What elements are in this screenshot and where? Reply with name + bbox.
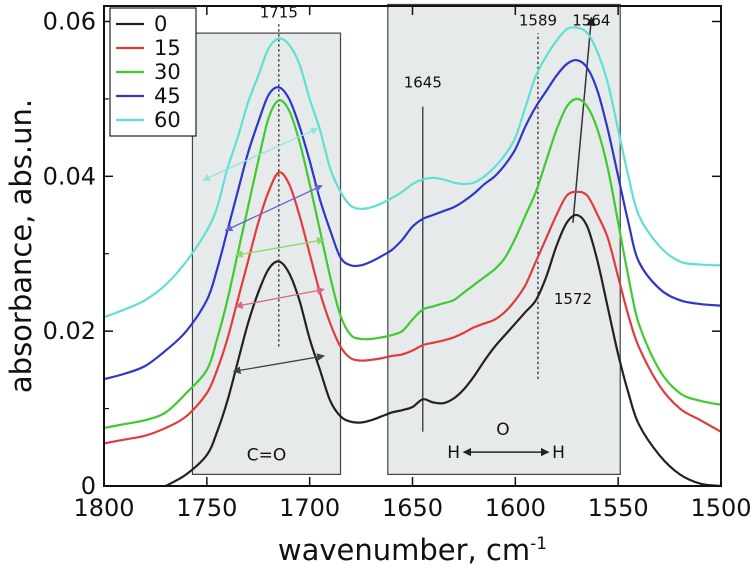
x-tick-label: 1600 bbox=[485, 494, 546, 522]
x-tick-label: 1500 bbox=[690, 494, 751, 522]
peak-label: 1589 bbox=[519, 11, 557, 29]
x-tick-label: 1550 bbox=[588, 494, 649, 522]
annotation-text: O bbox=[496, 420, 509, 440]
legend-label-45: 45 bbox=[154, 84, 181, 108]
plot-frame bbox=[103, 5, 722, 487]
legend-label-15: 15 bbox=[154, 36, 181, 60]
x-tick-label: 1750 bbox=[176, 494, 237, 522]
legend-label-0: 0 bbox=[154, 12, 167, 36]
x-tick-label: 1700 bbox=[279, 494, 340, 522]
fwhm-arrow-60 bbox=[202, 127, 319, 181]
series-line-0 bbox=[164, 213, 723, 488]
annotations: 1715 1645 1589 1564 C=O 1572 O H H bbox=[247, 4, 611, 466]
fwhm-arrow-15 bbox=[234, 286, 325, 309]
annotation-text: 1572 bbox=[554, 290, 592, 308]
x-axis-title-superscript: -1 bbox=[530, 534, 547, 554]
annotation-text: H bbox=[552, 443, 565, 463]
x-tick-label: 1650 bbox=[382, 494, 443, 522]
peak-shift-arrow bbox=[572, 16, 596, 223]
reference-lines bbox=[278, 16, 596, 432]
series-line-15 bbox=[102, 171, 723, 445]
fwhm-arrows bbox=[202, 127, 325, 375]
y-axis-title: absorbance, abs.un. bbox=[4, 99, 38, 393]
peak-label: 1564 bbox=[572, 11, 610, 29]
peak-label: 1645 bbox=[404, 73, 442, 91]
fwhm-arrow-45 bbox=[224, 185, 323, 232]
region-label: C=O bbox=[247, 445, 287, 465]
legend-label-60: 60 bbox=[154, 108, 181, 132]
x-axis-title: wavenumber, cm-1 bbox=[278, 533, 547, 567]
y-tick-label: 0.06 bbox=[43, 7, 96, 35]
x-tick-label: 1800 bbox=[73, 494, 134, 522]
y-tick-label: 0.04 bbox=[43, 162, 96, 190]
peak-label: 1715 bbox=[260, 4, 298, 22]
tick-labels: 1800 1750 1700 1650 1600 1550 1500 0 0.02 0.04 0.0… bbox=[43, 7, 752, 522]
y-tick-label: 0 bbox=[81, 472, 96, 500]
fwhm-arrow-0 bbox=[232, 353, 325, 375]
x-axis-title-text: wavenumber, cm bbox=[278, 533, 530, 567]
annotation-text: H bbox=[447, 443, 460, 463]
shaded-region-1 bbox=[387, 3, 621, 475]
legend-label-30: 30 bbox=[154, 60, 181, 84]
fwhm-arrow-30 bbox=[234, 237, 325, 258]
series-line-60 bbox=[102, 26, 723, 319]
y-tick-label: 0.02 bbox=[43, 317, 96, 345]
